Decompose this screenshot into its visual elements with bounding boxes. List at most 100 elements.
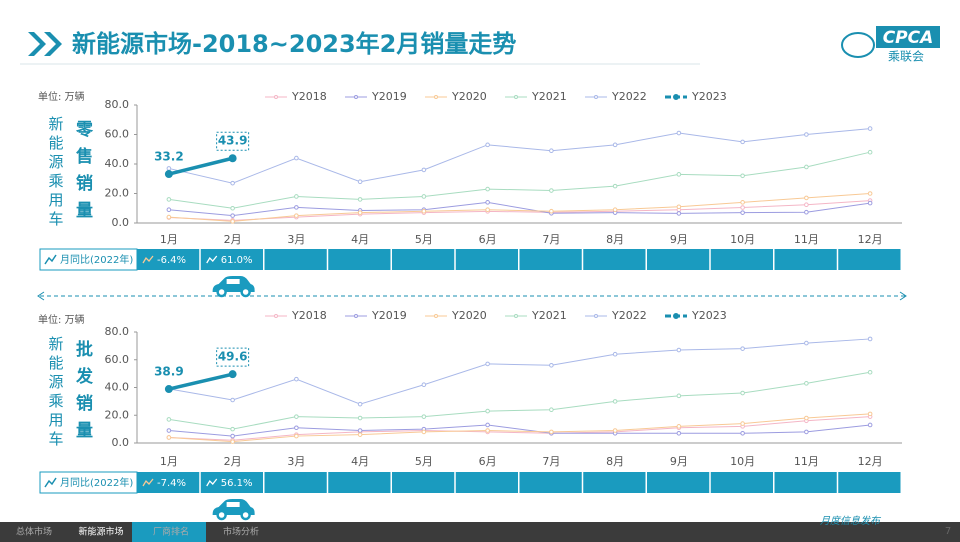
footer-tab-active [132,522,206,542]
point [166,435,172,440]
point [357,210,363,215]
point [612,428,618,433]
yoy-cell [264,249,327,270]
yoy-icon [142,478,154,487]
point [867,411,873,417]
legend-marker [673,94,679,100]
x-tick-label: 3月 [287,233,305,246]
point [549,407,554,413]
point [867,369,873,375]
car-icon [212,276,255,298]
point [294,213,299,218]
point [357,432,363,437]
x-tick-label: 9月 [670,233,688,246]
legend-label: Y2019 [371,309,407,322]
chart-title: 批发销量 [72,339,94,448]
point [676,393,682,399]
footer-tab[interactable]: 总体市场 [16,526,52,538]
footer-tab[interactable]: 新能源市场 [78,526,123,538]
x-tick-label: 10月 [730,233,755,246]
y-tick-label: 80.0 [105,325,130,338]
point [804,429,809,435]
logo-mark [841,32,875,58]
legend-label: Y2021 [531,90,567,103]
x-tick-label: 4月 [351,233,369,246]
point [549,188,554,193]
point [867,191,873,196]
value-label-box [216,131,250,151]
chevron-icon [28,32,62,56]
point [867,336,873,342]
point [230,439,235,444]
yoy-icon [142,255,154,264]
point [804,381,809,386]
point [740,430,745,436]
yoy-cell [200,249,263,270]
yoy-cell [137,249,200,270]
yoy-cell [328,472,391,493]
point [804,415,809,421]
legend-marker [594,95,598,99]
x-tick-label: 4月 [351,455,369,468]
point [357,401,363,407]
point [164,385,173,394]
x-tick-label: 7月 [542,455,560,468]
point [804,209,809,215]
point [230,180,235,186]
series-line [168,416,871,441]
point [230,433,235,439]
point [549,363,554,368]
y-tick-label: 0.0 [112,216,130,229]
point [485,200,490,205]
footer-tab[interactable]: 厂商排名 [153,526,189,538]
y-tick-label: 40.0 [105,157,130,170]
point [357,415,363,421]
point [294,194,299,199]
yoy-cell [392,472,455,493]
point [676,204,682,210]
series-line [168,413,871,443]
x-tick-label: 8月 [606,233,624,246]
y-tick-label: 60.0 [105,128,130,141]
yoy-cell [519,249,582,270]
yoy-cell [838,249,901,270]
legend-label: Y2018 [291,90,327,103]
point [740,200,745,205]
y-tick-label: 20.0 [105,408,130,421]
unit-label: 单位: 万辆 [38,90,85,103]
yoy-label: 月同比(2022年) [60,253,133,266]
point [612,351,618,357]
value-label: 38.9 [154,365,184,379]
y-tick-label: 0.0 [112,436,130,449]
legend-label: Y2023 [691,90,727,103]
trend-icon [44,477,57,488]
trend-icon [44,254,57,265]
point [676,130,682,136]
point [612,183,618,189]
yoy-cell [710,472,773,493]
point [357,179,363,184]
yoy-cell [200,472,263,493]
page-title: 新能源市场-2018~2023年2月销量走势 [72,30,516,58]
x-tick-label: 5月 [415,455,433,468]
yoy-cell [647,472,710,493]
yoy-cell [137,472,200,493]
point [485,408,490,414]
chart-title: 零售销量 [72,120,94,228]
point [166,166,172,171]
x-tick-label: 3月 [287,455,305,468]
point [166,197,172,202]
legend-marker [673,313,679,319]
x-tick-label: 2月 [224,233,242,246]
point [740,346,745,351]
point [740,421,745,426]
point [740,139,745,145]
yoy-cell [264,472,327,493]
footer-tab[interactable]: 市场分析 [223,526,259,538]
x-tick-label: 1月 [160,455,178,468]
point [867,422,873,428]
footer-bar [0,522,960,542]
x-tick-label: 12月 [858,233,883,246]
